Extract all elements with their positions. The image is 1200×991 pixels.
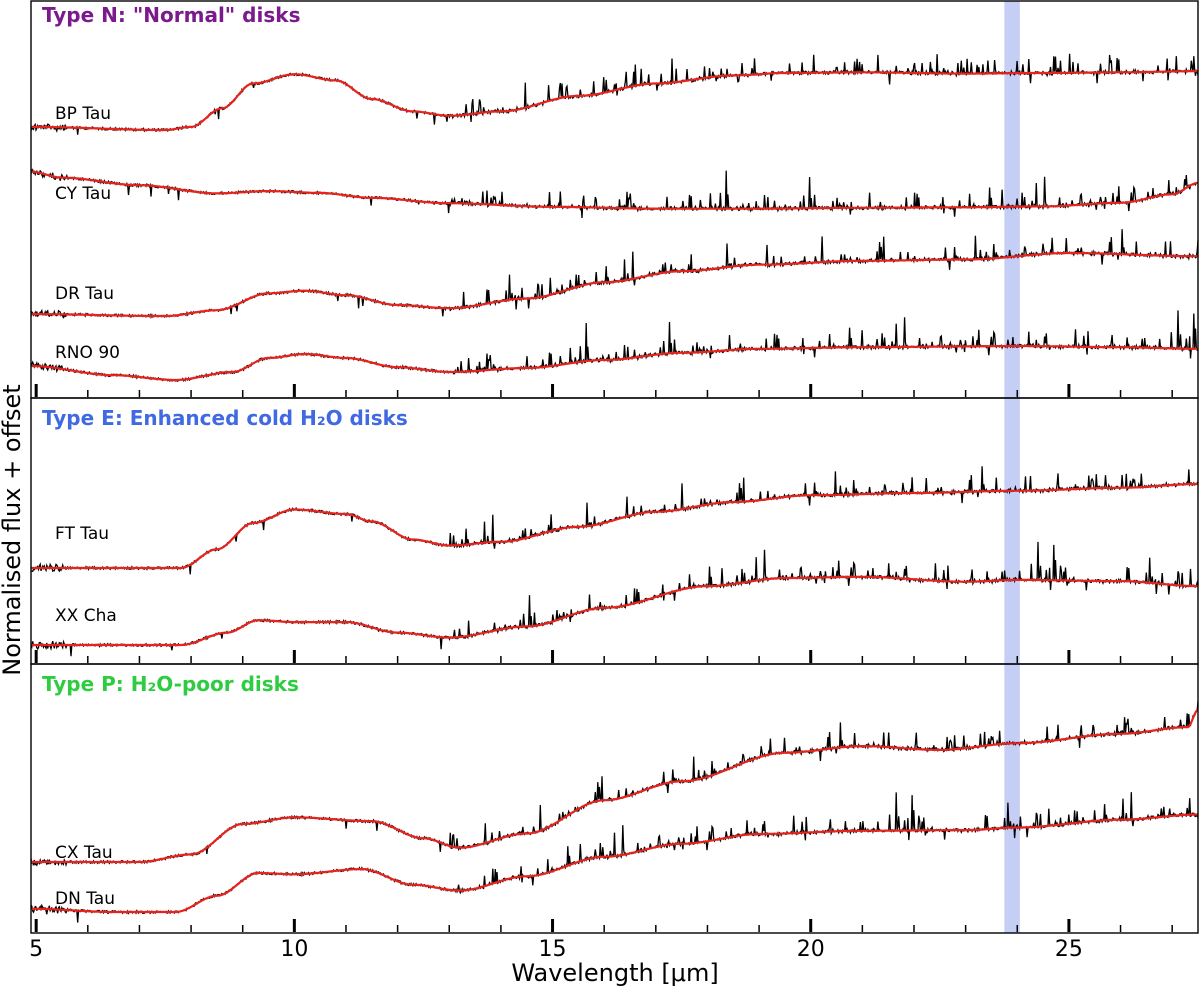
panel-frame-p <box>30 663 1199 934</box>
x-tick-label-5: 5 <box>29 937 43 962</box>
series-layer <box>30 53 1199 923</box>
series-label-cy-tau: CY Tau <box>55 184 111 204</box>
model-line-ft-tau <box>31 482 1198 570</box>
x-ticks: 5 10 15 20 25 <box>29 384 1173 962</box>
model-line-cx-tau <box>31 708 1199 864</box>
model-line-rno-90 <box>31 344 1198 382</box>
highlight-band <box>1004 1 1020 933</box>
x-tick-label-15: 15 <box>539 937 567 962</box>
panel-frames <box>30 0 1199 934</box>
y-axis-title: Normalised flux + offset <box>0 384 26 675</box>
series-label-rno-90: RNO 90 <box>55 343 120 363</box>
model-line-cy-tau <box>31 170 1198 210</box>
series-label-cx-tau: CX Tau <box>55 843 113 863</box>
model-line-dn-tau <box>31 813 1198 914</box>
model-line-bp-tau <box>31 70 1198 132</box>
x-axis-title: Wavelength [μm] <box>511 959 718 987</box>
model-line-xx-cha <box>31 575 1198 647</box>
series-label-bp-tau: BP Tau <box>55 104 111 124</box>
model-line-dr-tau <box>31 251 1199 318</box>
series-label-xx-cha: XX Cha <box>55 606 117 626</box>
series-label-dr-tau: DR Tau <box>55 284 114 304</box>
series-label-ft-tau: FT Tau <box>55 524 109 544</box>
panel-title-type-n: Type N: "Normal" disks <box>42 3 300 27</box>
x-tick-label-10: 10 <box>280 937 308 962</box>
series-label-dn-tau: DN Tau <box>55 889 115 909</box>
x-tick-label-20: 20 <box>797 937 825 962</box>
panel-title-type-p: Type P: H₂O-poor disks <box>42 672 299 696</box>
panel-title-type-e: Type E: Enhanced cold H₂O disks <box>42 406 408 430</box>
x-tick-label-25: 25 <box>1055 937 1083 962</box>
